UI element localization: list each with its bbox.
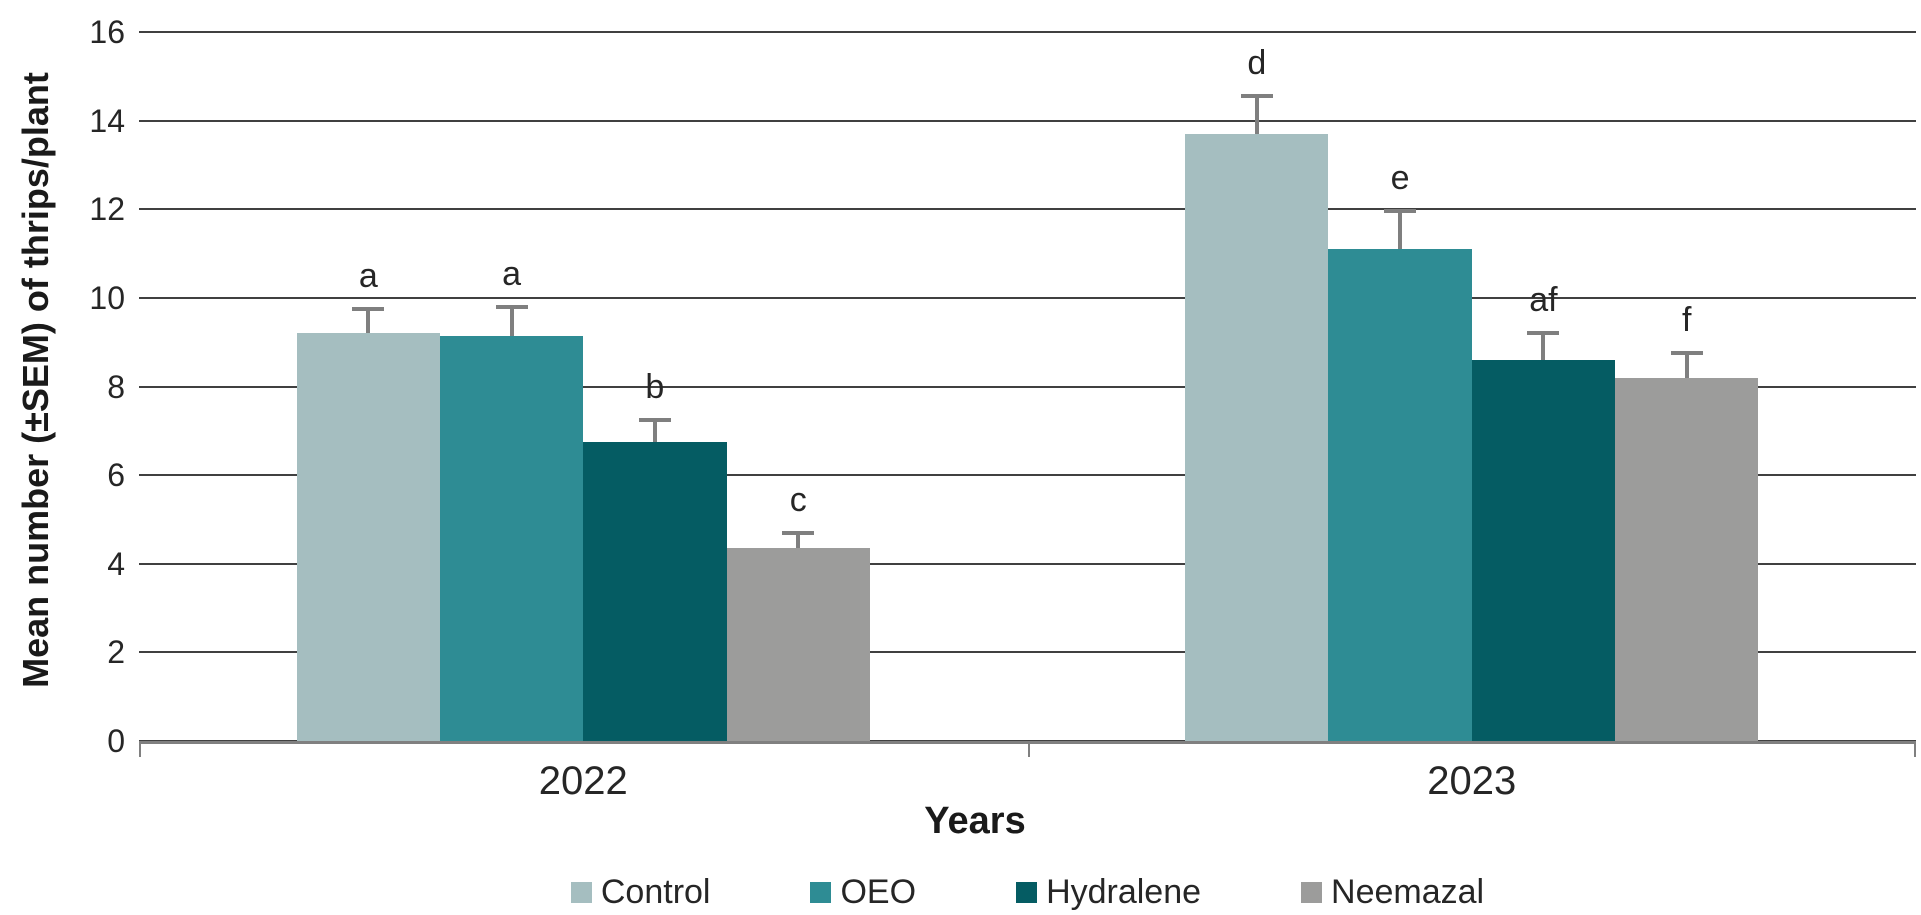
y-tick-label: 14 — [89, 102, 125, 139]
error-bar-cap — [1527, 331, 1560, 336]
category-label-2022: 2022 — [538, 759, 628, 803]
x-axis-tick — [1914, 741, 1916, 757]
y-axis-title: Mean number (±SEM) of thrips/plant — [15, 72, 56, 688]
legend-item-neemazal: Neemazal — [1301, 872, 1484, 912]
y-tick-label: 4 — [107, 545, 125, 582]
error-bar-stem — [509, 304, 514, 336]
gridline — [139, 474, 1916, 477]
significance-letter: f — [1681, 301, 1692, 340]
gridline — [139, 651, 1916, 654]
y-tick-label: 2 — [107, 634, 125, 671]
gridline — [139, 562, 1916, 565]
bar-hydralene-2022 — [583, 441, 727, 741]
legend-label: Hydralene — [1046, 873, 1202, 911]
error-bar-cap — [782, 530, 815, 535]
error-bar-stem — [1398, 209, 1403, 250]
y-tick-label: 10 — [89, 279, 125, 316]
gridline — [139, 208, 1916, 211]
y-tick-label: 0 — [107, 723, 125, 759]
error-bar-stem — [796, 530, 801, 549]
legend-item-hydralene: Hydralene — [1016, 872, 1201, 912]
x-axis-tick — [1027, 741, 1030, 757]
x-axis-title: Years — [924, 800, 1026, 842]
y-tick-label: 12 — [89, 191, 125, 228]
significance-letter: a — [502, 254, 522, 293]
bar-control-2022 — [296, 333, 440, 741]
error-bar-cap — [352, 306, 385, 311]
bar-oeo-2023 — [1328, 249, 1472, 741]
significance-letter: c — [789, 480, 807, 519]
bar-neemazal-2022 — [726, 548, 870, 741]
gridline — [139, 119, 1916, 122]
error-bar-stem — [652, 417, 657, 442]
gridline — [139, 31, 1916, 33]
legend-item-control: Control — [570, 872, 711, 912]
error-bar-stem — [1684, 351, 1689, 378]
error-bar-cap — [638, 417, 671, 422]
legend-swatch-icon — [810, 881, 832, 903]
legend: Control OEO Hydralene Neemazal — [139, 872, 1916, 912]
legend-swatch-icon — [1016, 881, 1038, 903]
error-bar-cap — [495, 304, 528, 309]
error-bar-cap — [1670, 351, 1703, 356]
legend-label: OEO — [840, 873, 917, 911]
legend-swatch-icon — [570, 881, 592, 903]
bar-oeo-2022 — [439, 335, 584, 741]
y-tick-label: 8 — [107, 368, 125, 405]
legend-item-oeo: OEO — [810, 872, 916, 912]
y-tick-label: 6 — [107, 457, 125, 494]
significance-letter: d — [1247, 44, 1267, 83]
bar-control-2023 — [1185, 133, 1329, 741]
category-label-2023: 2023 — [1427, 759, 1517, 803]
significance-letter: b — [645, 367, 665, 406]
error-bar-stem — [1254, 94, 1259, 134]
bar-hydralene-2023 — [1471, 359, 1616, 741]
bar-neemazal-2023 — [1615, 377, 1759, 741]
error-bar-stem — [1541, 331, 1546, 360]
x-axis-tick — [139, 741, 141, 757]
error-bar-stem — [366, 306, 371, 334]
legend-label: Neemazal — [1331, 873, 1485, 911]
gridline — [139, 385, 1916, 388]
significance-letter: a — [358, 256, 378, 295]
legend-swatch-icon — [1301, 881, 1323, 903]
significance-letter: af — [1529, 281, 1558, 320]
y-tick-label: 16 — [89, 14, 125, 50]
error-bar-cap — [1240, 94, 1273, 99]
error-bar-cap — [1384, 209, 1417, 214]
legend-label: Control — [600, 873, 711, 911]
significance-letter: e — [1390, 159, 1410, 198]
gridline — [139, 296, 1916, 299]
